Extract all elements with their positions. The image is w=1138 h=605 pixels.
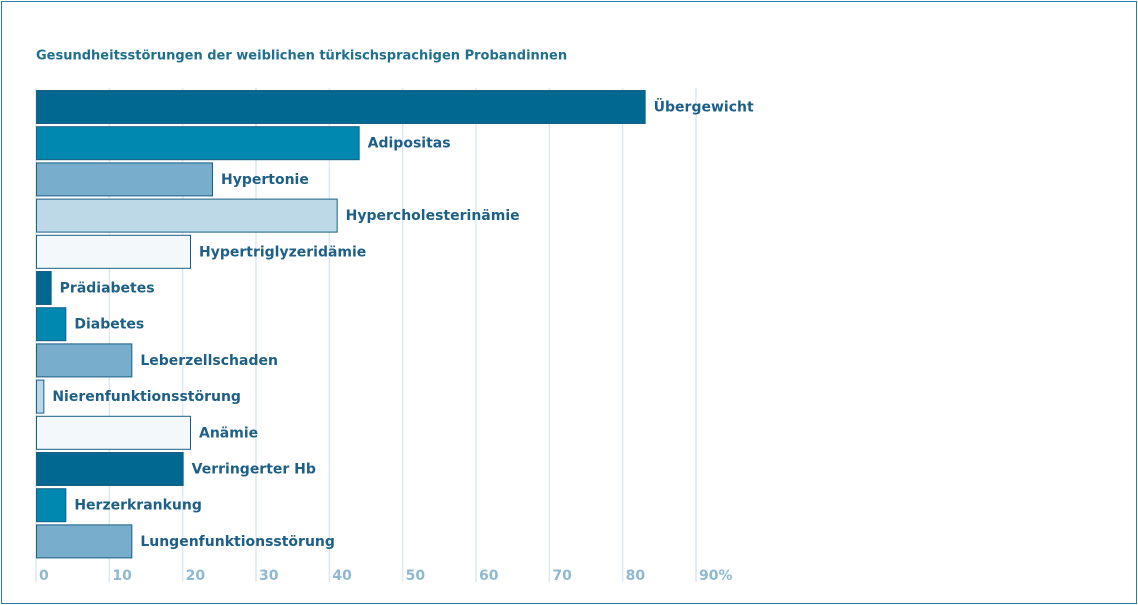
bar-label: Übergewicht — [654, 98, 754, 116]
x-tick-label: 20 — [186, 568, 206, 584]
bar — [36, 379, 45, 414]
bar — [36, 307, 67, 342]
x-tick-label: 10 — [112, 568, 132, 584]
x-tick-label: 80 — [626, 568, 646, 584]
x-tick-label: 70 — [552, 568, 572, 584]
bar-label: Nierenfunktionsstörung — [52, 389, 241, 405]
bar-label: Hypertonie — [221, 172, 309, 188]
bar-label: Prädiabetes — [60, 281, 155, 297]
x-tick-label: 90% — [699, 568, 733, 584]
bar — [36, 198, 338, 233]
bar — [36, 126, 360, 161]
bar-label: Lungenfunktionsstörung — [140, 534, 335, 550]
bar — [36, 488, 67, 523]
bar-label: Adipositas — [368, 136, 451, 152]
bar — [36, 90, 646, 124]
x-tick-label: 50 — [406, 568, 426, 584]
bar — [36, 271, 52, 305]
bar-label: Leberzellschaden — [140, 353, 278, 369]
bar — [36, 343, 133, 378]
chart-title: Gesundheitsstörungen der weiblichen türk… — [36, 49, 567, 64]
bar-label: Hypertriglyzeridämie — [199, 244, 366, 260]
bar — [36, 452, 184, 486]
x-tick-label: 0 — [39, 568, 49, 584]
bar-label: Anämie — [199, 425, 258, 441]
x-tick-label: 30 — [259, 568, 279, 584]
bar-label: Hypercholesterinämie — [346, 208, 520, 224]
bar — [36, 162, 213, 197]
x-tick-label: 40 — [332, 568, 352, 584]
bar-label: Diabetes — [74, 317, 144, 333]
bar-label: Verringerter Hb — [192, 462, 316, 478]
x-tick-label: 60 — [479, 568, 499, 584]
bar — [36, 234, 191, 269]
bar — [36, 415, 191, 450]
bar — [36, 524, 133, 559]
bar-label: Herzerkrankung — [74, 498, 202, 514]
